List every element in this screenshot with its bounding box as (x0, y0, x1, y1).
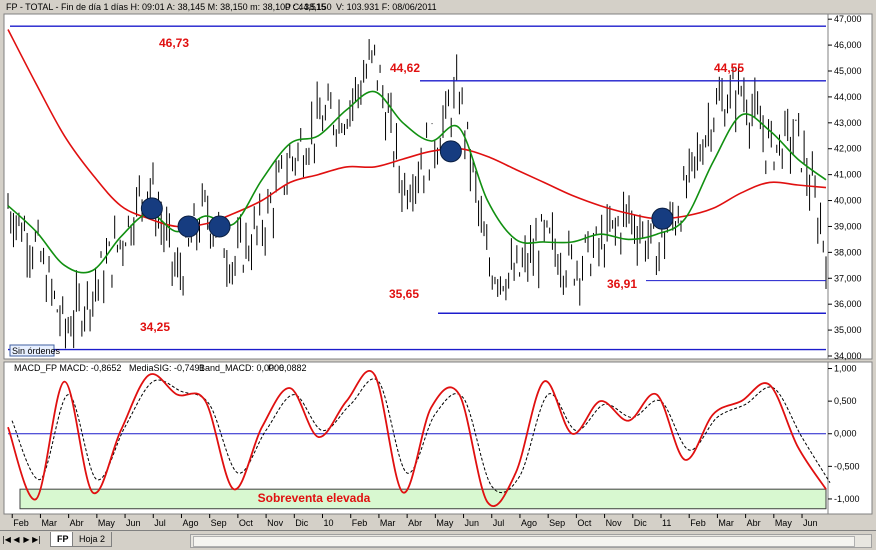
tab-hoja-2[interactable]: Hoja 2 (72, 532, 113, 547)
time-axis-label: Ago (521, 518, 537, 528)
orders-badge (9, 344, 55, 357)
time-axis-label: 11 (662, 518, 671, 528)
oversold-band-label: Sobreventa elevada (258, 491, 371, 505)
price-tick-label: 42,000 (834, 144, 862, 154)
crossover-marker (208, 215, 231, 238)
sheet-tabs-bar: |◀ ◀ ▶ ▶| FP Hoja 2 (0, 530, 876, 550)
macd-p-legend: P: 6,0882 (268, 363, 307, 373)
price-tick-label: 34,000 (834, 351, 862, 361)
window-title-volume: V: 103.931 F: 08/06/2011 (336, 2, 437, 12)
next-sheet-button[interactable]: ▶ (23, 535, 30, 544)
time-axis-label: Feb (690, 518, 706, 528)
time-axis-label: Mar (380, 518, 396, 528)
macd-legend: MACD_FP MACD: -0,8652 (14, 363, 121, 373)
price-tick-label: 40,000 (834, 196, 862, 206)
time-axis-label: Ago (182, 518, 198, 528)
time-axis-label: May (775, 518, 793, 528)
time-axis-label: Jun (803, 518, 818, 528)
time-axis-label: Abr (747, 518, 761, 528)
chart-canvas: FP - TOTAL - Fin de día 1 días H: 09:01 … (3, 2, 873, 528)
level-annotation: 46,73 (159, 36, 189, 50)
last-sheet-button[interactable]: ▶| (32, 535, 41, 544)
time-axis-label: Abr (408, 518, 422, 528)
oversold-band (19, 488, 827, 510)
time-axis-label: Sep (211, 518, 227, 528)
time-axis-label: Dic (634, 518, 647, 528)
time-axis-label: Abr (70, 518, 84, 528)
time-axis-label: 10 (324, 518, 334, 528)
level-annotation: 44,62 (390, 61, 420, 75)
time-axis-label: Feb (13, 518, 29, 528)
macd-tick-label: 1,000 (834, 364, 857, 374)
time-axis-label: Nov (606, 518, 623, 528)
crossover-marker (651, 207, 674, 230)
price-tick-label: 44,000 (834, 92, 862, 102)
level-annotation: 44,55 (714, 61, 744, 75)
time-axis-label: Mar (718, 518, 734, 528)
horizontal-scrollbar[interactable] (190, 534, 872, 548)
crossover-marker (140, 197, 163, 220)
time-axis-label: Jun (126, 518, 141, 528)
level-annotation: 34,25 (140, 320, 170, 334)
macd-line (7, 370, 827, 507)
macd-panel (3, 361, 873, 515)
price-bars (7, 39, 827, 349)
time-axis-label: Nov (267, 518, 284, 528)
price-tick-label: 38,000 (834, 247, 862, 257)
time-axis-label: Sep (549, 518, 565, 528)
first-sheet-button[interactable]: |◀ (2, 535, 11, 544)
time-axis-label: May (98, 518, 116, 528)
time-axis-label: Jun (465, 518, 480, 528)
price-tick-label: 41,000 (834, 170, 862, 180)
price-tick-label: 43,000 (834, 118, 862, 128)
time-axis-label: Jul (493, 518, 505, 528)
price-tick-label: 35,000 (834, 325, 862, 335)
time-axis-label: May (436, 518, 454, 528)
time-axis-label: Jul (154, 518, 166, 528)
macd-tick-label: 0,000 (834, 429, 857, 439)
scrollbar-thumb[interactable] (193, 536, 855, 547)
macd-tick-label: -1,000 (834, 494, 860, 504)
time-axis-label: Oct (239, 518, 254, 528)
price-tick-label: 46,000 (834, 40, 862, 50)
price-tick-label: 47,000 (834, 14, 862, 24)
macd-tick-label: -0,500 (834, 461, 860, 471)
price-tick-label: 36,000 (834, 299, 862, 309)
time-axis-label: Dic (295, 518, 308, 528)
macd-signal-line (11, 378, 831, 494)
price-panel (3, 13, 873, 360)
level-annotation: 35,65 (389, 287, 419, 301)
crossover-marker (177, 215, 200, 238)
level-annotation: 36,91 (607, 277, 637, 291)
price-tick-label: 39,000 (834, 221, 862, 231)
window-title-ohlc: FP - TOTAL - Fin de día 1 días H: 09:01 … (6, 2, 332, 12)
crossover-marker (439, 140, 462, 163)
time-axis-label: Oct (577, 518, 592, 528)
prev-sheet-button[interactable]: ◀ (13, 535, 20, 544)
window-title-p: P : 44,515 (285, 2, 326, 12)
macd-signal-legend: MediaSIG: -0,7491 (129, 363, 205, 373)
macd-band-legend: Band_MACD: 0,0000 (199, 363, 284, 373)
orders-badge-label: Sin órdenes (12, 346, 61, 356)
price-tick-label: 45,000 (834, 66, 862, 76)
macd-tick-label: 0,500 (834, 396, 857, 406)
time-axis-label: Feb (352, 518, 368, 528)
price-tick-label: 37,000 (834, 273, 862, 283)
time-axis-label: Mar (41, 518, 57, 528)
